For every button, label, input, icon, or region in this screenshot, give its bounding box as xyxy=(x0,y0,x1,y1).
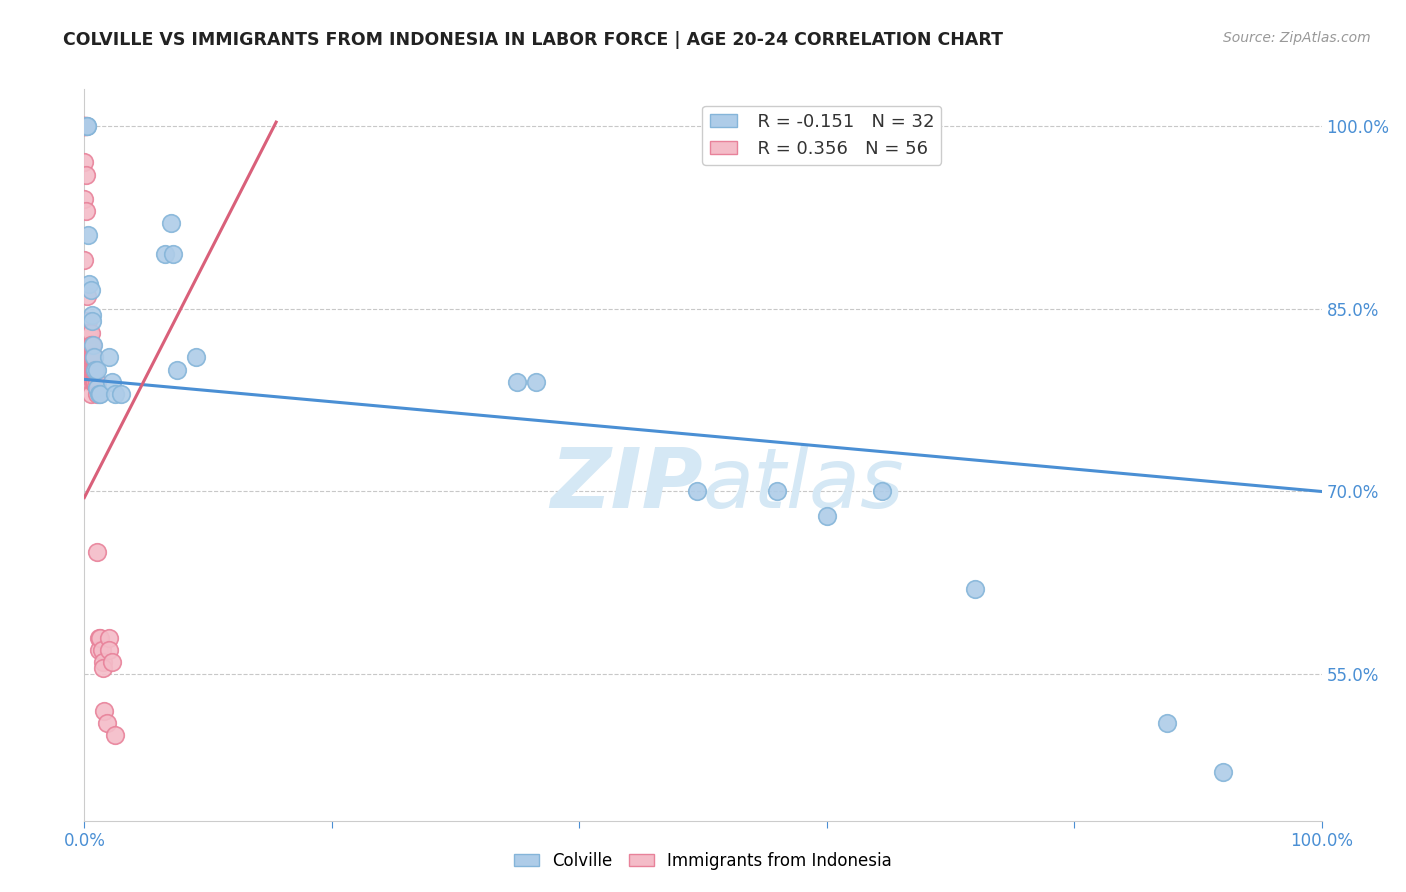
Point xyxy=(686,484,709,499)
Text: atlas: atlas xyxy=(703,443,904,524)
Point xyxy=(79,338,101,352)
Point xyxy=(86,362,108,376)
Point xyxy=(75,119,97,133)
Point xyxy=(86,545,108,559)
Point xyxy=(73,119,96,133)
Point xyxy=(73,155,96,169)
Point xyxy=(98,351,121,365)
Point xyxy=(76,338,98,352)
Point xyxy=(77,326,100,340)
Point xyxy=(86,375,108,389)
Point xyxy=(84,362,107,376)
Text: Source: ZipAtlas.com: Source: ZipAtlas.com xyxy=(1223,31,1371,45)
Point xyxy=(89,643,111,657)
Point xyxy=(80,308,103,322)
Point xyxy=(75,119,97,133)
Point xyxy=(153,247,176,261)
Legend:   R = -0.151   N = 32,   R = 0.356   N = 56: R = -0.151 N = 32, R = 0.356 N = 56 xyxy=(703,105,942,165)
Point xyxy=(96,716,118,731)
Point xyxy=(98,643,121,657)
Point xyxy=(91,661,114,675)
Point xyxy=(83,351,105,365)
Point xyxy=(76,326,98,340)
Point xyxy=(83,351,105,365)
Text: COLVILLE VS IMMIGRANTS FROM INDONESIA IN LABOR FORCE | AGE 20-24 CORRELATION CHA: COLVILLE VS IMMIGRANTS FROM INDONESIA IN… xyxy=(63,31,1004,49)
Point xyxy=(166,362,188,376)
Point xyxy=(84,375,107,389)
Point xyxy=(86,381,108,395)
Point xyxy=(524,375,547,389)
Point xyxy=(79,277,101,292)
Point xyxy=(79,338,101,352)
Point xyxy=(73,119,96,133)
Point xyxy=(766,484,789,499)
Point xyxy=(80,314,103,328)
Point xyxy=(73,192,96,206)
Point xyxy=(79,362,101,376)
Point xyxy=(76,289,98,303)
Point xyxy=(75,204,97,219)
Point xyxy=(73,119,96,133)
Point xyxy=(76,119,98,133)
Point xyxy=(110,387,132,401)
Point xyxy=(815,508,838,523)
Point xyxy=(77,351,100,365)
Point xyxy=(83,375,105,389)
Point xyxy=(965,582,987,596)
Legend: Colville, Immigrants from Indonesia: Colville, Immigrants from Indonesia xyxy=(508,846,898,877)
Point xyxy=(79,284,101,298)
Point xyxy=(98,631,121,645)
Point xyxy=(184,351,207,365)
Point xyxy=(100,655,122,669)
Text: ZIP: ZIP xyxy=(550,443,703,524)
Point xyxy=(100,375,122,389)
Point xyxy=(89,387,111,401)
Point xyxy=(76,119,98,133)
Point xyxy=(75,168,97,182)
Point xyxy=(872,484,894,499)
Point xyxy=(82,375,104,389)
Point xyxy=(93,704,115,718)
Point xyxy=(77,228,100,243)
Point xyxy=(90,643,112,657)
Point xyxy=(83,362,105,376)
Point xyxy=(77,314,100,328)
Point xyxy=(80,338,103,352)
Point xyxy=(73,252,96,267)
Point xyxy=(104,728,127,742)
Point xyxy=(91,655,114,669)
Point xyxy=(80,362,103,376)
Point xyxy=(82,338,104,352)
Point xyxy=(79,326,101,340)
Point xyxy=(89,631,111,645)
Point xyxy=(160,216,183,230)
Point xyxy=(80,351,103,365)
Point xyxy=(1156,716,1178,731)
Point xyxy=(82,351,104,365)
Point xyxy=(73,119,96,133)
Point xyxy=(89,387,111,401)
Point xyxy=(79,351,101,365)
Point xyxy=(86,387,108,401)
Point xyxy=(76,314,98,328)
Point xyxy=(79,326,101,340)
Point xyxy=(104,387,127,401)
Point xyxy=(506,375,529,389)
Point xyxy=(79,351,101,365)
Point xyxy=(77,338,100,352)
Point xyxy=(73,119,96,133)
Point xyxy=(84,362,107,376)
Point xyxy=(1212,764,1234,779)
Point xyxy=(79,362,101,376)
Point xyxy=(162,247,184,261)
Point xyxy=(79,375,101,389)
Point xyxy=(82,362,104,376)
Point xyxy=(89,631,111,645)
Point xyxy=(79,387,101,401)
